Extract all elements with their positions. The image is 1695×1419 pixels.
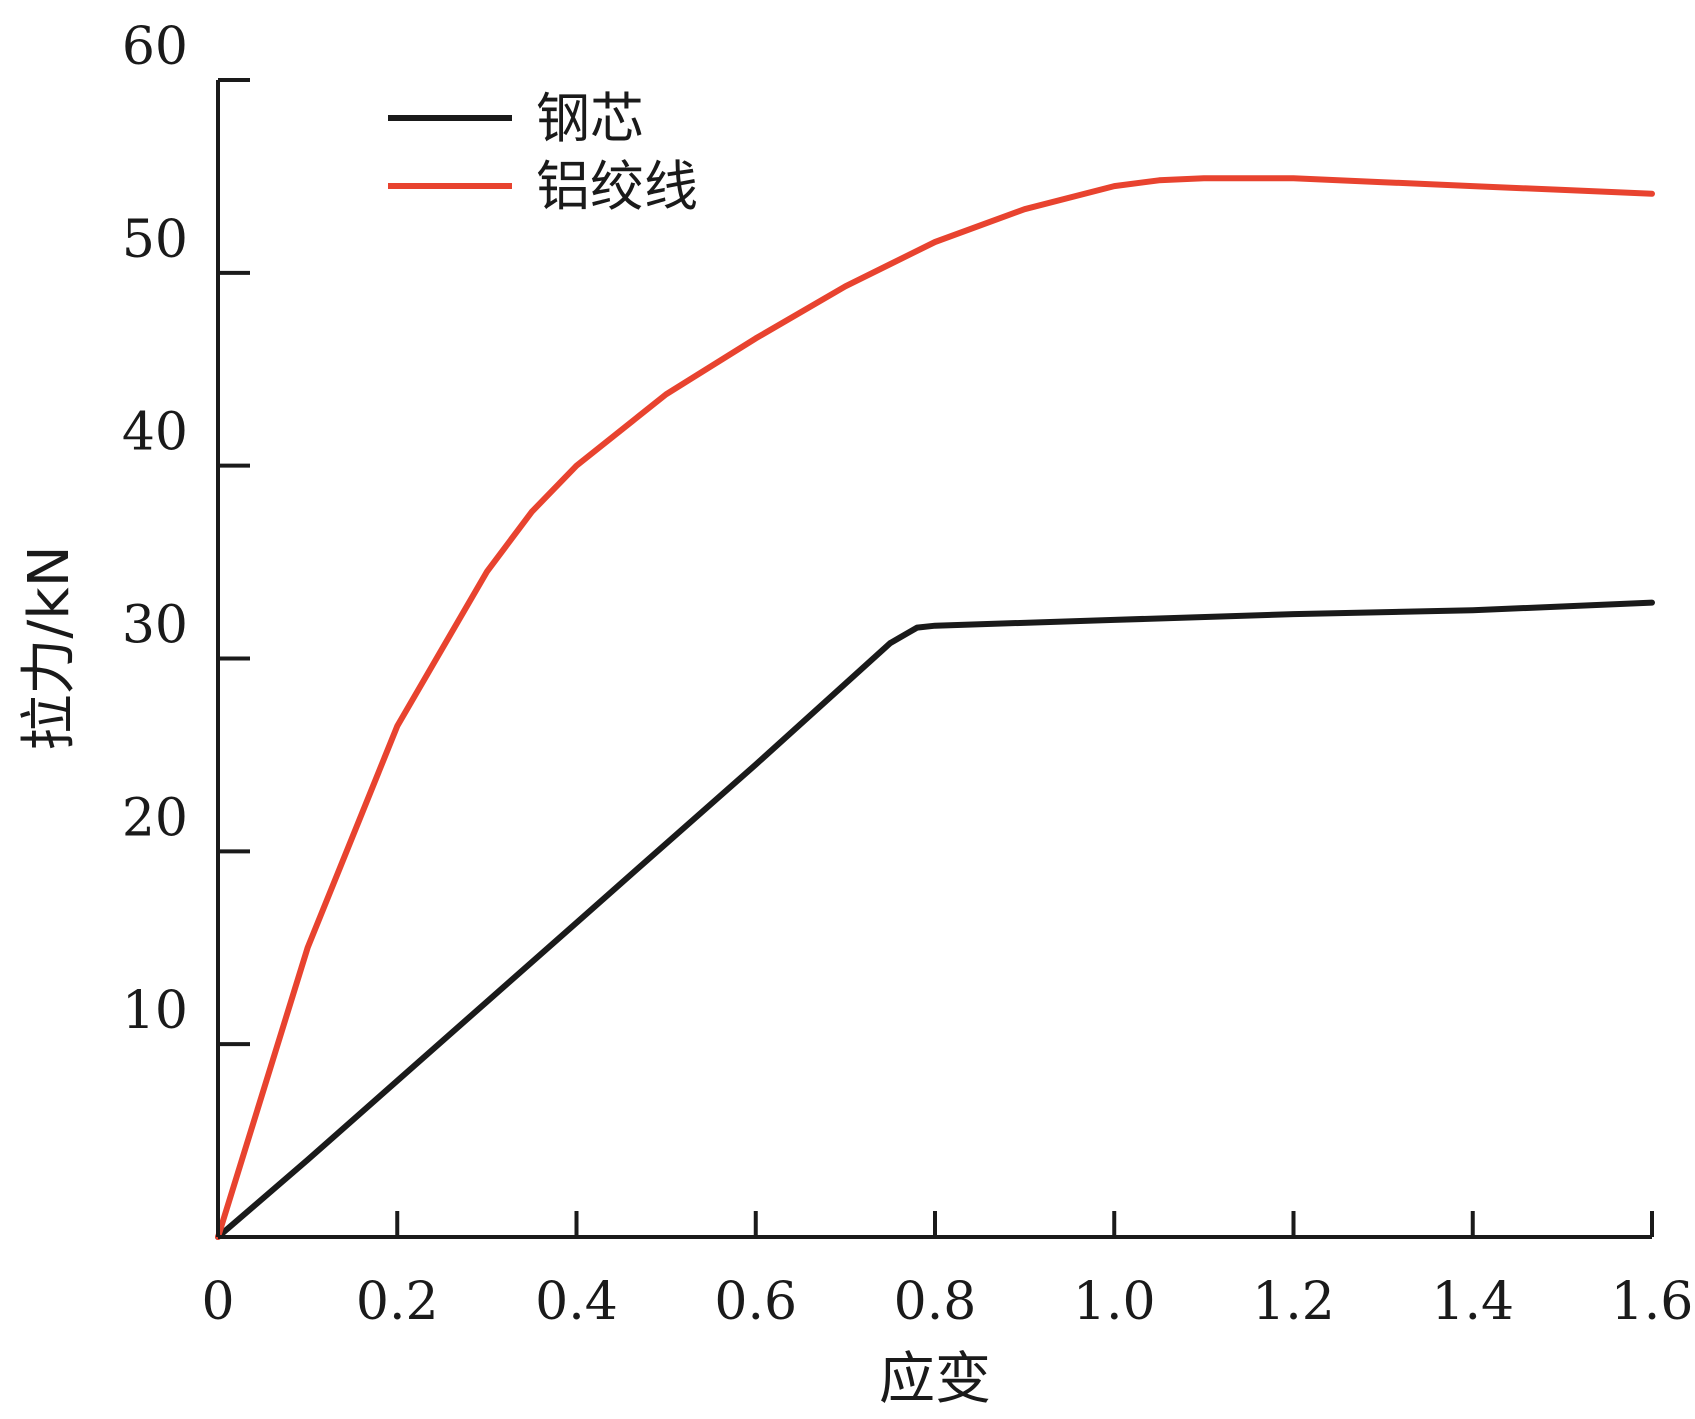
series-line-2: [215, 175, 1655, 1240]
x-tick-label: 1.4: [1431, 1272, 1514, 1332]
series-layer: [215, 175, 1655, 1240]
y-tick-label: 30: [122, 596, 188, 656]
x-axis-label: 应变: [879, 1347, 991, 1412]
x-tick-label: 1.2: [1252, 1272, 1335, 1332]
legend-label-1: 钢芯: [536, 87, 644, 150]
tick-labels: 0 0.2 0.4 0.6 0.8 1.0 1.2 1.4 1.6 10 20 30 40 50 60: [122, 17, 1694, 1332]
legend-label-2: 铝绞线: [536, 155, 698, 218]
x-tick-label: 0.8: [894, 1272, 977, 1332]
axes: [216, 78, 1654, 1239]
x-tick-label: 1.0: [1073, 1272, 1156, 1332]
series-line-1: [215, 599, 1655, 1240]
x-tick-label: 0.6: [714, 1272, 797, 1332]
x-tick-label: 0: [201, 1272, 234, 1332]
x-tick-label: 0.2: [356, 1272, 439, 1332]
y-tick-label: 40: [122, 403, 188, 463]
y-axis-label: 拉力/kN: [17, 545, 82, 750]
y-tick-label: 50: [122, 210, 188, 270]
y-tick-label: 20: [122, 788, 188, 848]
y-tick-label: 10: [122, 981, 188, 1041]
x-tick-label: 1.6: [1611, 1272, 1694, 1332]
y-tick-label: 60: [122, 17, 188, 77]
x-tick-label: 0.4: [535, 1272, 618, 1332]
